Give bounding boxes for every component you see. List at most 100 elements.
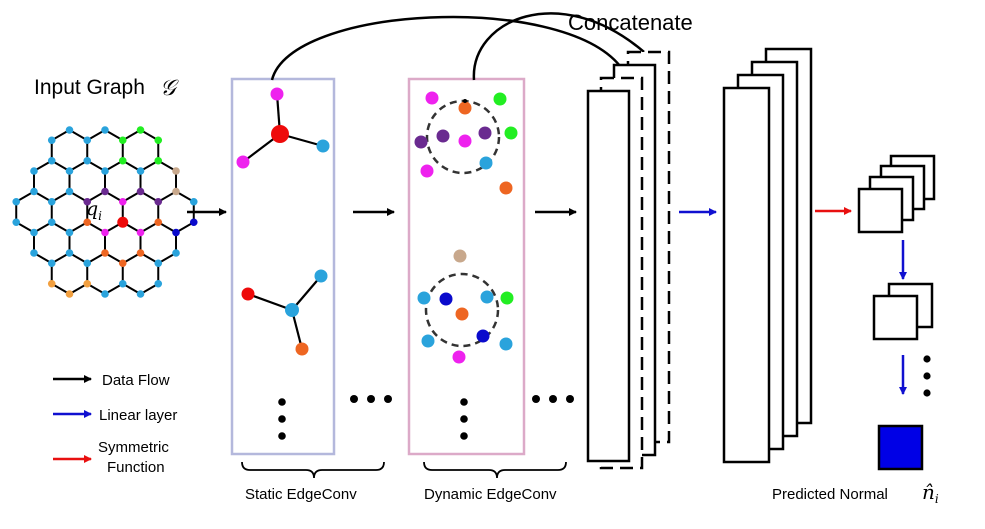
neighbor-node bbox=[421, 334, 435, 348]
graph-node bbox=[30, 187, 38, 196]
graph-node bbox=[154, 197, 163, 206]
graph-node bbox=[101, 187, 109, 196]
neighbor-node bbox=[425, 91, 439, 105]
graph-node bbox=[47, 197, 56, 206]
graph-node bbox=[172, 249, 180, 257]
ellipsis-dot bbox=[278, 432, 286, 440]
graph-node bbox=[83, 218, 92, 227]
neighbor-node bbox=[504, 126, 518, 140]
graph-node bbox=[101, 228, 109, 237]
graph-node bbox=[189, 197, 198, 206]
graph-node bbox=[47, 259, 56, 268]
graph-node bbox=[118, 136, 127, 145]
neighbor-node bbox=[455, 307, 469, 321]
graph-node bbox=[172, 167, 180, 175]
graph-node bbox=[12, 197, 21, 206]
dynamic-brace bbox=[423, 461, 567, 479]
graph-node bbox=[30, 249, 38, 257]
ellipsis-dot bbox=[460, 432, 468, 440]
mlp-feature-stack bbox=[722, 47, 813, 464]
graph-node bbox=[47, 279, 56, 288]
center-node bbox=[285, 303, 299, 317]
neighbor-node bbox=[500, 291, 514, 305]
graph-node bbox=[65, 126, 74, 134]
neighbor-node bbox=[499, 181, 513, 195]
static-edgeconv-caption: Static EdgeConv bbox=[245, 486, 357, 503]
neighbor-node bbox=[241, 287, 255, 301]
graph-node bbox=[47, 156, 56, 165]
graph-node bbox=[172, 228, 180, 237]
graph-node bbox=[30, 228, 38, 237]
graph-node bbox=[83, 197, 92, 206]
graph-node bbox=[12, 218, 21, 227]
neighbor-node bbox=[236, 155, 250, 169]
dynamic-edgeconv-caption: Dynamic EdgeConv bbox=[424, 486, 557, 503]
pooled-feature-stack bbox=[857, 154, 936, 234]
graph-node bbox=[136, 126, 145, 134]
ellipsis-dots bbox=[350, 395, 574, 403]
neighbor-node bbox=[463, 99, 467, 103]
graph-node bbox=[65, 290, 74, 298]
input-graph-title: Input Graph bbox=[34, 76, 145, 99]
graph-node bbox=[65, 228, 74, 237]
graph-node bbox=[154, 259, 163, 268]
neighbor-node bbox=[414, 135, 428, 149]
static-edgeconv-box bbox=[230, 77, 336, 456]
graph-node bbox=[65, 249, 74, 257]
center-node bbox=[271, 125, 289, 143]
neighbor-node bbox=[270, 87, 284, 101]
graph-node bbox=[101, 167, 109, 175]
graph-node bbox=[136, 290, 145, 298]
vertical-ellipsis bbox=[923, 355, 931, 397]
graph-node bbox=[30, 167, 38, 175]
neighbor-node bbox=[476, 329, 490, 343]
static-brace bbox=[241, 461, 385, 479]
graph-node bbox=[83, 259, 92, 268]
legend-linear-layer-label: Linear layer bbox=[99, 407, 177, 424]
q-i-label: qi bbox=[86, 198, 102, 223]
graph-node bbox=[136, 228, 145, 237]
graph-node bbox=[101, 126, 109, 134]
predicted-normal-symbol: n̂i bbox=[922, 480, 939, 506]
concatenated-feature-stack bbox=[586, 50, 671, 470]
neighbor-node bbox=[478, 126, 492, 140]
graph-node bbox=[154, 136, 163, 145]
neighbor-node bbox=[480, 290, 494, 304]
legend: Data Flow Linear layer Symmetric Functio… bbox=[53, 372, 177, 476]
graph-node bbox=[101, 249, 109, 257]
static-edgeconv-neighborhoods bbox=[236, 87, 330, 440]
neighbor-node bbox=[316, 139, 330, 153]
ellipsis-dot bbox=[278, 398, 286, 406]
neighbor-node bbox=[452, 350, 466, 364]
neighbor-node bbox=[499, 337, 513, 351]
graph-node bbox=[118, 279, 127, 288]
legend-symmetric-label-1: Symmetric bbox=[98, 439, 169, 456]
neighbor-node bbox=[453, 249, 467, 263]
graph-node bbox=[154, 156, 163, 165]
query-node bbox=[117, 216, 129, 228]
neighbor-node bbox=[295, 342, 309, 356]
neighbor-node bbox=[420, 164, 434, 178]
graph-node bbox=[189, 218, 198, 227]
ellipsis-dot bbox=[460, 415, 468, 423]
neighbor-node bbox=[458, 134, 472, 148]
dynamic-edgeconv-box bbox=[407, 77, 526, 456]
ellipsis-dot bbox=[460, 398, 468, 406]
reduced-feature-stack bbox=[872, 282, 934, 341]
graph-node bbox=[154, 218, 163, 227]
neighbor-node bbox=[314, 269, 328, 283]
neighbor-node bbox=[439, 292, 453, 306]
graph-node bbox=[65, 167, 74, 175]
predicted-normal-square bbox=[877, 424, 924, 471]
static-skip-connection bbox=[270, 15, 621, 81]
knn-radius bbox=[424, 272, 500, 348]
graph-node bbox=[47, 218, 56, 227]
graph-node bbox=[101, 290, 109, 298]
legend-data-flow-label: Data Flow bbox=[102, 372, 170, 389]
graph-node bbox=[154, 279, 163, 288]
graph-node bbox=[136, 249, 145, 257]
neighbor-node bbox=[479, 156, 493, 170]
input-graph-nodes bbox=[12, 126, 198, 298]
graph-node bbox=[65, 187, 74, 196]
